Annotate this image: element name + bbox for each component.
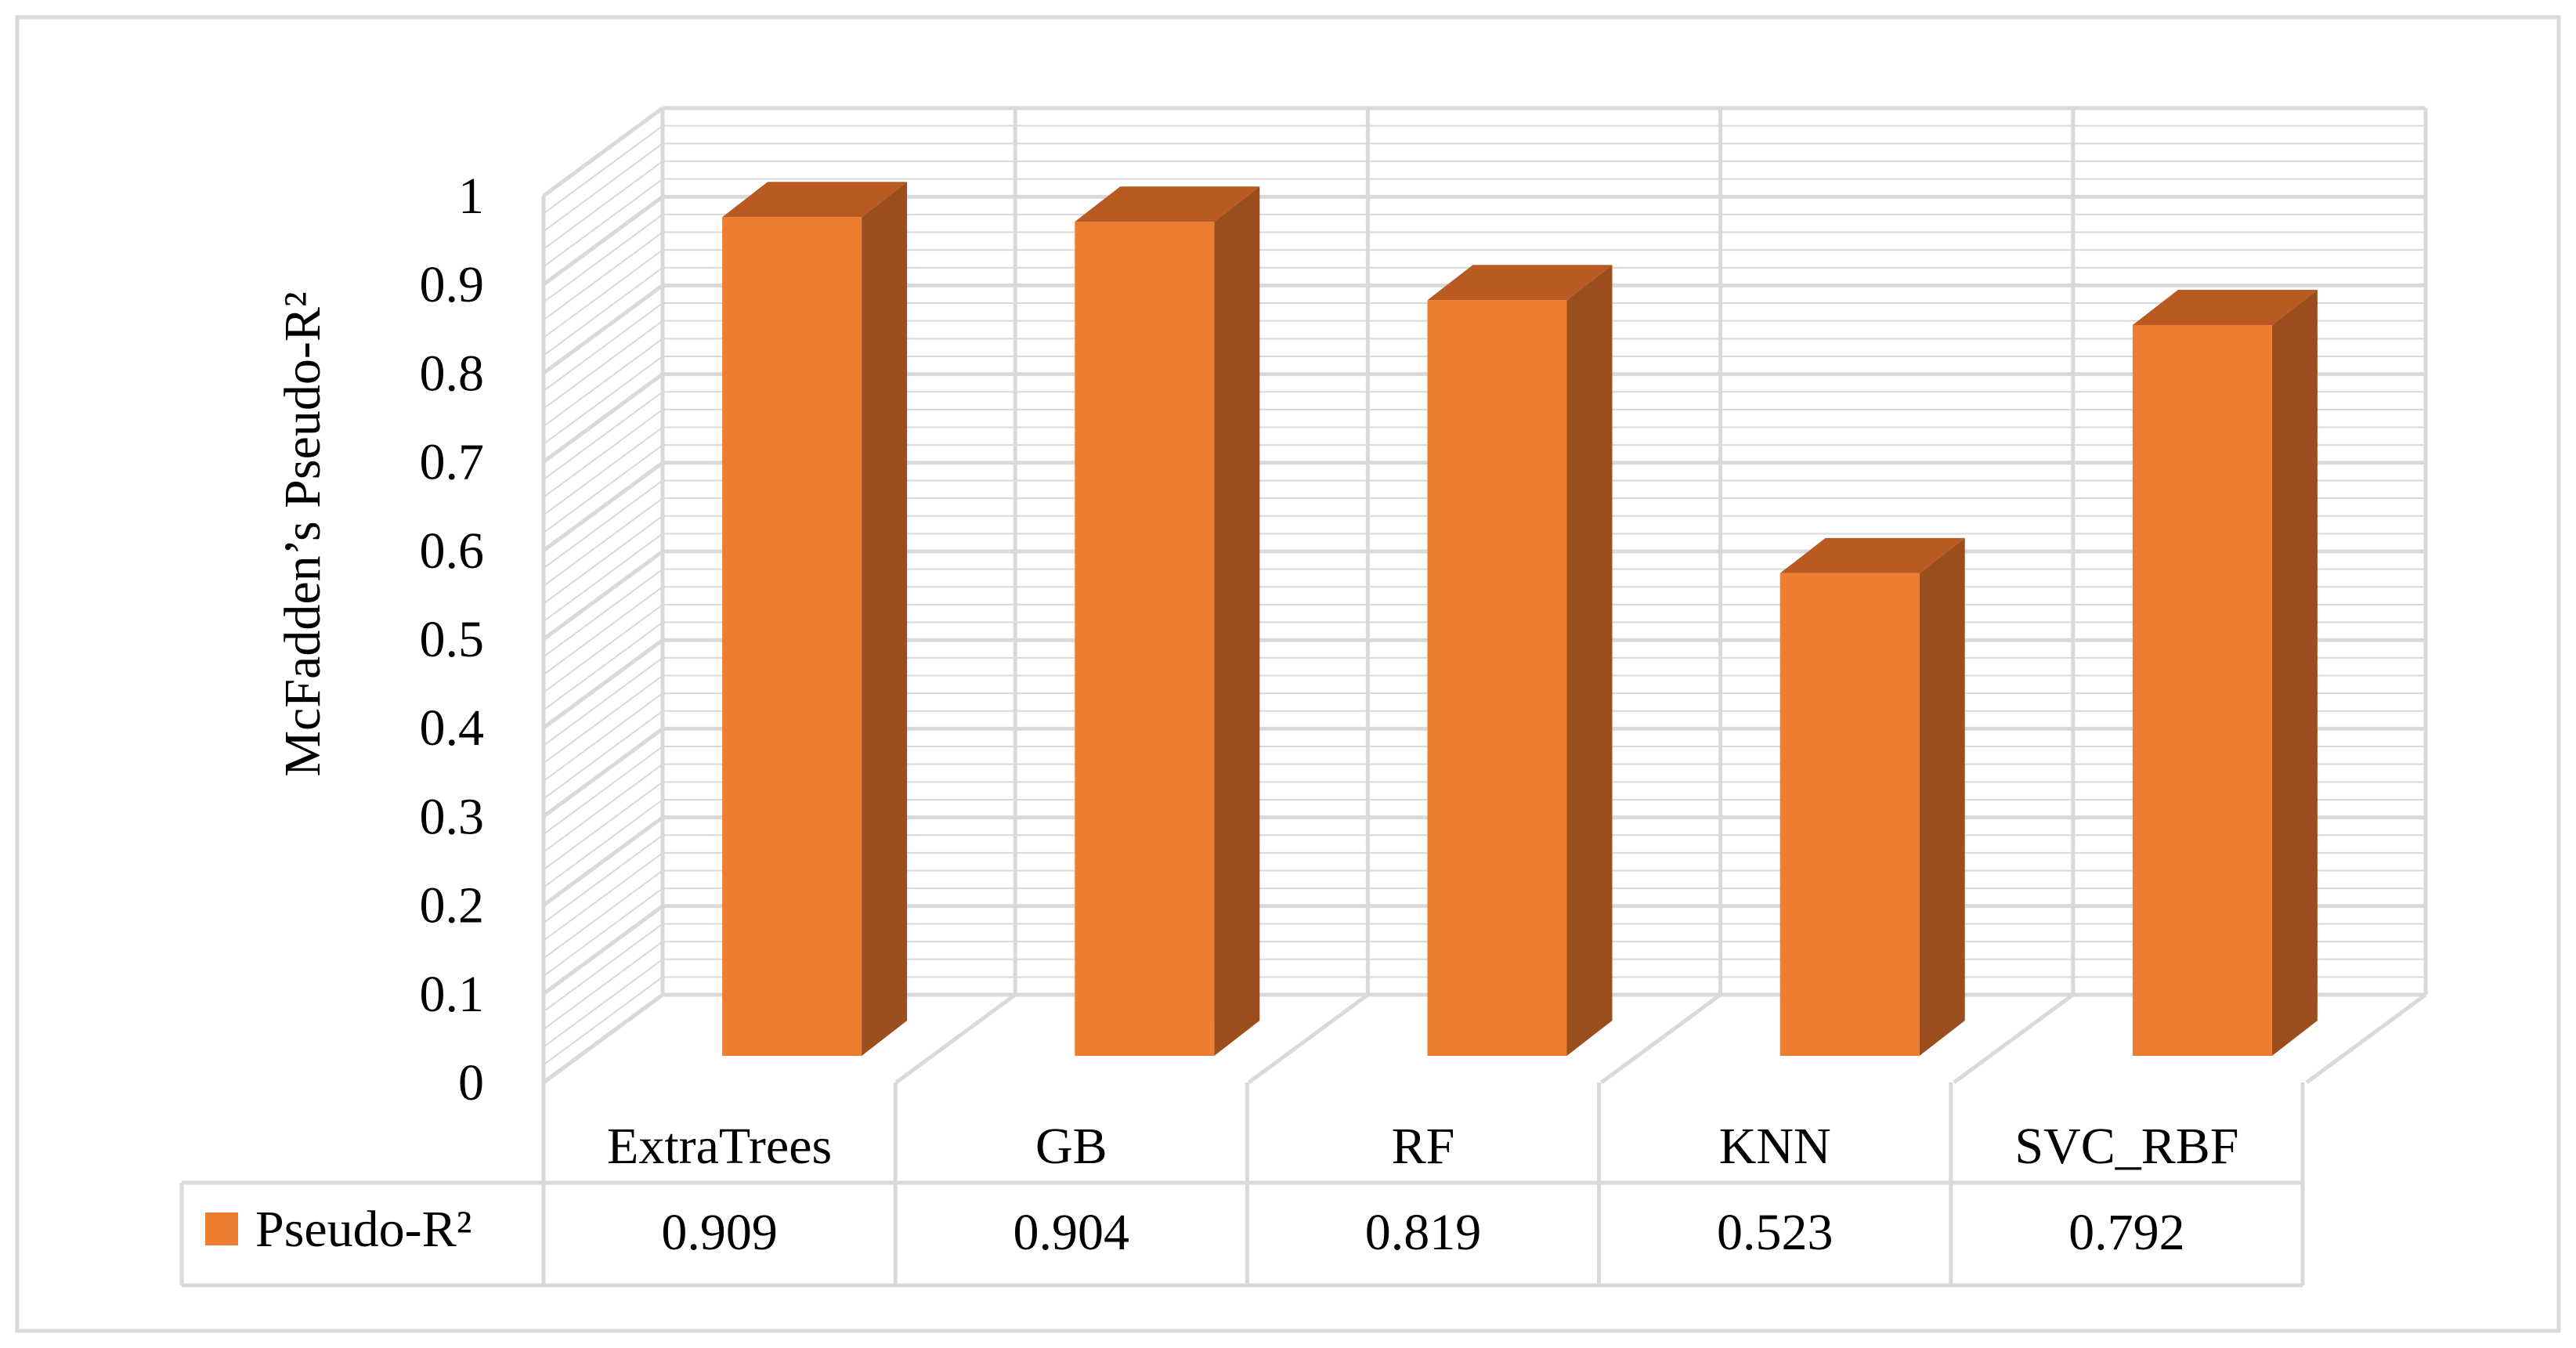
gridline-side (543, 692, 663, 782)
gridline-side (543, 320, 663, 410)
data-table: Pseudo-R² ExtraTrees 0.909 GB 0.904 RF 0.819 K… (179, 1082, 2305, 1288)
gridline-side (543, 781, 663, 871)
gridline-side (543, 568, 663, 658)
y-tick-label: 1 (458, 168, 484, 225)
y-tick-label: 0.6 (420, 522, 485, 580)
category-label: SVC_RBF (2014, 1118, 2238, 1175)
gridline-side (542, 106, 664, 198)
data-label: 0.819 (1365, 1204, 1482, 1261)
gridline-side (543, 426, 663, 516)
bars (722, 182, 2318, 1056)
bar-side-GB (1214, 186, 1260, 1056)
gridline-side (542, 727, 664, 819)
gridline-side (543, 533, 663, 623)
gridline-side (543, 125, 663, 215)
gridline-side (543, 391, 663, 481)
y-axis-title: McFadden’s Pseudo-R² (274, 291, 331, 776)
gridline-side (543, 214, 663, 303)
gridline-side (543, 604, 663, 693)
category-label: GB (1035, 1118, 1107, 1175)
legend-label: Pseudo-R² (255, 1201, 471, 1258)
gridline-side (543, 869, 663, 960)
floor-line (894, 992, 1017, 1085)
gridline-side (542, 284, 664, 375)
bar-RF (1427, 300, 1567, 1056)
y-tick-labels: 0 0.1 0.2 0.3 0.4 0.5 0.6 0.7 0.8 0.9 1 (420, 168, 485, 1111)
category-label: KNN (1719, 1118, 1831, 1175)
gridline-side (543, 515, 663, 605)
y-tick-label: 0.7 (420, 434, 485, 491)
gridline-side (543, 356, 663, 445)
gridline-side (543, 621, 663, 711)
gridline-side (542, 195, 664, 287)
gridline-side (543, 266, 663, 356)
floor-line (2305, 992, 2427, 1085)
gridline-side (542, 904, 664, 996)
gridline-side (543, 586, 663, 676)
y-tick-label: 0.9 (420, 256, 485, 313)
gridline-side (543, 746, 663, 835)
bar-top-ExtraTrees (722, 182, 908, 218)
floor-line (1600, 992, 1722, 1085)
bar-ExtraTrees (722, 217, 862, 1056)
data-label: 0.904 (1013, 1204, 1130, 1261)
data-label: 0.909 (661, 1204, 778, 1261)
bar-side-KNN (1919, 537, 1965, 1056)
gridline-side (543, 497, 663, 587)
gridline-side (543, 763, 663, 853)
bar-top-RF (1427, 265, 1613, 301)
gridline-side (543, 834, 663, 924)
floor-line (1953, 992, 2075, 1085)
gridline-side (543, 657, 663, 746)
gridline-side (543, 479, 663, 569)
floor-line (1247, 992, 1369, 1085)
gridline-side (543, 409, 663, 498)
gridline-side (542, 372, 664, 464)
y-tick-label: 0.1 (420, 966, 485, 1023)
category-label: RF (1392, 1118, 1455, 1175)
bar-side-RF (1566, 265, 1613, 1056)
bar-KNN (1779, 573, 1920, 1056)
bar-SVC_RBF (2132, 325, 2272, 1056)
bar-side-SVC_RBF (2271, 290, 2318, 1056)
gridline-side (543, 887, 663, 977)
gridline-side (543, 958, 663, 1048)
y-tick-label: 0.8 (420, 345, 485, 402)
data-label: 0.523 (1717, 1204, 1834, 1261)
gridline-side (543, 231, 663, 321)
gridline-side (543, 444, 663, 533)
bar-top-GB (1075, 186, 1260, 222)
legend-swatch (205, 1212, 238, 1245)
gridline-side (543, 976, 663, 1066)
gridline-side (543, 923, 663, 1013)
bar-side-ExtraTrees (862, 182, 908, 1056)
bar-GB (1075, 222, 1215, 1056)
gridline-side (543, 674, 663, 764)
y-tick-label: 0.3 (420, 788, 485, 845)
category-label: ExtraTrees (607, 1118, 832, 1175)
gridline-side (543, 710, 663, 800)
gridline-side (543, 338, 663, 428)
y-tick-label: 0.4 (420, 699, 485, 757)
gridline-side (542, 638, 664, 730)
gridline-side (543, 178, 663, 268)
gridline-side (542, 815, 664, 907)
floor-line (542, 992, 664, 1085)
y-tick-label: 0.2 (420, 877, 485, 934)
y-tick-label: 0.5 (420, 611, 485, 668)
gridline-side (543, 941, 663, 1030)
gridline-side (543, 852, 663, 941)
gridline-side (543, 249, 663, 338)
data-label: 0.792 (2068, 1204, 2185, 1261)
gridline-side (543, 161, 663, 250)
gridline-side (543, 302, 663, 392)
gridline-side (542, 461, 664, 552)
bar-top-SVC_RBF (2132, 290, 2318, 326)
gridline-side (543, 799, 663, 888)
gridline-side (542, 549, 664, 641)
y-tick-label: 0 (458, 1054, 484, 1111)
bar-top-KNN (1779, 537, 1965, 573)
gridline-side (543, 143, 663, 233)
